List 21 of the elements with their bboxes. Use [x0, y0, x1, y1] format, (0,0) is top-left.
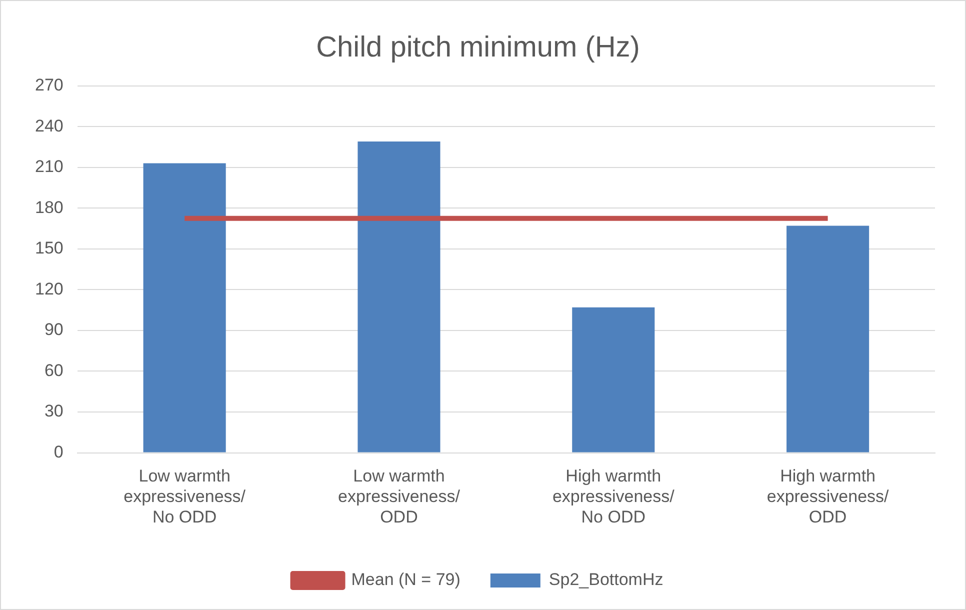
bar — [572, 307, 655, 452]
bar — [786, 226, 870, 452]
y-tick-label: 270 — [34, 75, 64, 94]
bar — [358, 142, 440, 452]
y-tick-label: 90 — [44, 320, 64, 340]
x-tick-label: High warmth expressiveness/ No ODD — [552, 466, 675, 526]
y-tick-label: 60 — [44, 360, 64, 380]
y-tick-label: 150 — [34, 238, 64, 258]
x-tick-label: Low warmth expressiveness/ No ODD — [124, 466, 246, 526]
x-tick-label: Low warmth expressiveness/ ODD — [338, 466, 460, 526]
legend-label: Mean (N = 79) — [351, 570, 460, 590]
y-tick-label: 120 — [34, 279, 64, 298]
legend-label: Sp2_BottomHz — [548, 570, 664, 590]
y-tick-label: 0 — [54, 442, 64, 462]
bar — [143, 163, 226, 452]
y-tick-label: 240 — [34, 116, 64, 136]
y-tick-label: 180 — [34, 198, 64, 217]
y-tick-label: 30 — [44, 402, 64, 421]
x-tick-label: High warmth expressiveness/ ODD — [766, 466, 890, 526]
y-tick-label: 210 — [34, 157, 64, 176]
chart-title: Child pitch minimum (Hz) — [316, 31, 640, 64]
